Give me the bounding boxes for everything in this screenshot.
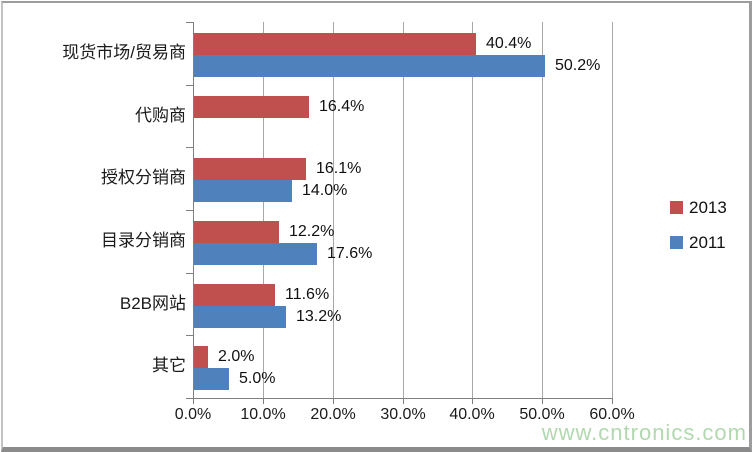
gridline <box>263 22 264 398</box>
x-axis-line <box>186 398 613 399</box>
x-axis-tick <box>263 398 264 404</box>
bar-value-label: 12.2% <box>289 223 335 240</box>
bar-value-label: 5.0% <box>239 370 276 387</box>
legend-swatch-2013 <box>670 201 683 214</box>
y-axis-tick <box>186 273 193 274</box>
gridline <box>403 22 404 398</box>
category-label: B2B网站 <box>119 294 186 313</box>
bar-2011-4 <box>194 306 286 328</box>
category-label: 目录分销商 <box>101 231 186 250</box>
x-axis-tick <box>333 398 334 404</box>
watermark: www.cntronics.com <box>541 420 747 445</box>
bar-2011-0 <box>194 55 545 77</box>
gridline <box>612 22 613 398</box>
gridline <box>472 22 473 398</box>
x-tick-label: 10.0% <box>240 406 286 423</box>
x-tick-label: 60.0% <box>589 406 635 423</box>
bar-2013-3 <box>194 221 279 243</box>
y-axis-tick <box>186 210 193 211</box>
bar-value-label: 13.2% <box>296 308 342 325</box>
x-tick-label: 30.0% <box>380 406 426 423</box>
category-label: 其它 <box>152 356 186 375</box>
x-axis-tick <box>542 398 543 404</box>
category-label: 授权分销商 <box>101 168 186 187</box>
y-axis-tick <box>186 147 193 148</box>
legend-swatch-2011 <box>670 236 683 249</box>
x-tick-label: 20.0% <box>310 406 356 423</box>
y-axis-tick <box>186 335 193 336</box>
x-axis-tick <box>193 398 194 404</box>
x-axis-tick <box>403 398 404 404</box>
gridline <box>542 22 543 398</box>
bar-value-label: 40.4% <box>486 35 532 52</box>
bar-2011-3 <box>194 243 317 265</box>
bar-2013-2 <box>194 158 306 180</box>
bar-value-label: 11.6% <box>285 286 330 303</box>
y-axis-line <box>193 22 194 398</box>
bar-2013-1 <box>194 96 309 118</box>
bar-value-label: 14.0% <box>302 182 348 199</box>
x-axis-tick <box>472 398 473 404</box>
x-tick-label: 50.0% <box>519 406 565 423</box>
x-axis-tick <box>612 398 613 404</box>
y-axis-tick <box>186 398 193 399</box>
bar-value-label: 17.6% <box>327 245 373 262</box>
bar-2011-5 <box>194 368 229 390</box>
bar-value-label: 16.4% <box>319 98 365 115</box>
bar-2011-2 <box>194 180 292 202</box>
bar-value-label: 16.1% <box>316 160 362 177</box>
x-tick-label: 0.0% <box>174 406 212 423</box>
y-axis-tick <box>186 85 193 86</box>
legend-label-2011: 2011 <box>689 233 726 252</box>
category-label: 代购商 <box>135 106 186 125</box>
bar-2013-0 <box>194 33 476 55</box>
bar-value-label: 50.2% <box>555 57 601 74</box>
category-label: 现货市场/贸易商 <box>62 43 186 62</box>
y-axis-tick <box>186 22 193 23</box>
legend-label-2013: 2013 <box>689 198 727 217</box>
bar-2013-4 <box>194 284 275 306</box>
gridline <box>333 22 334 398</box>
x-tick-label: 40.0% <box>449 406 495 423</box>
bar-2013-5 <box>194 346 208 368</box>
bar-value-label: 2.0% <box>218 348 255 365</box>
